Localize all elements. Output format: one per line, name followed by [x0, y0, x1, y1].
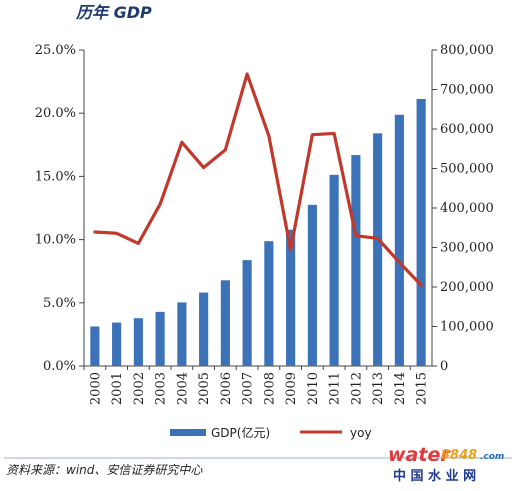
x-tick-label: 2005 [197, 372, 212, 405]
right-tick-label: 700,000 [440, 83, 494, 98]
x-tick-label: 2007 [241, 372, 256, 405]
right-tick-label: 400,000 [440, 201, 494, 216]
gdp-bar-2012 [351, 155, 360, 366]
gdp-bar-2011 [330, 175, 339, 366]
x-tick-label: 2003 [154, 372, 169, 405]
x-tick-label: 2014 [393, 372, 408, 405]
logo-number: 8848 [441, 448, 477, 463]
source-note: 资料来源：wind、安信证券研究中心 [6, 463, 203, 477]
left-tick-label: 0.0% [43, 359, 76, 374]
left-tick-label: 20.0% [35, 106, 76, 121]
right-tick-label: 100,000 [440, 320, 494, 335]
right-tick-label: 800,000 [440, 43, 494, 58]
yoy-line-group [95, 74, 421, 285]
gdp-bar-2003 [156, 312, 165, 366]
x-tick-label: 2011 [328, 372, 343, 405]
x-tick-label: 2008 [262, 372, 277, 405]
logo-suffix: .com [480, 452, 504, 462]
left-tick-label: 5.0% [43, 296, 76, 311]
x-axis-labels: 2000 2001 2002 2003 2004 2005 2006 2007 2008 2009… [84, 366, 430, 405]
gdp-bar-2013 [373, 133, 382, 366]
gdp-bar-2001 [112, 323, 121, 366]
chart-title: 历年 GDP [75, 3, 152, 22]
gdp-bar-2008 [264, 241, 273, 366]
x-tick-label: 2001 [110, 372, 125, 405]
gdp-bar-2004 [177, 302, 186, 366]
watermark-logo: water 8848 .com 中 国 水 业 网 [388, 444, 504, 484]
x-tick-label: 2012 [349, 372, 364, 405]
x-tick-label: 2015 [415, 372, 430, 405]
gdp-bar-2000 [90, 327, 99, 367]
legend-label-gdp: GDP(亿元) [211, 425, 270, 440]
gdp-bar-2002 [134, 318, 143, 366]
gdp-bar-2007 [243, 260, 252, 366]
gdp-bar-2005 [199, 293, 208, 366]
x-tick-label: 2013 [371, 372, 386, 405]
right-axis-ticks: 0 100,000 200,000 300,000 400,000 500,000 600,… [432, 43, 494, 374]
gdp-bar-2010 [308, 205, 317, 366]
x-tick-label: 2010 [306, 372, 321, 405]
gdp-bars [90, 99, 425, 366]
yoy-line [95, 74, 421, 285]
x-tick-label: 2004 [175, 372, 190, 405]
gdp-bar-2015 [417, 99, 426, 366]
left-axis-ticks: 0.0% 5.0% 10.0% 15.0% 20.0% 25.0% [35, 43, 84, 374]
gdp-bar-2006 [221, 280, 230, 366]
left-tick-label: 15.0% [35, 169, 76, 184]
right-tick-label: 500,000 [440, 162, 494, 177]
x-tick-label: 2009 [284, 372, 299, 405]
right-tick-label: 0 [440, 359, 448, 374]
legend-swatch-gdp [170, 429, 206, 436]
logo-subtitle: 中 国 水 业 网 [393, 468, 476, 484]
x-tick-label: 2002 [132, 372, 147, 405]
x-tick-label: 2006 [219, 372, 234, 405]
legend: GDP(亿元) yoy [170, 425, 372, 440]
right-tick-label: 600,000 [440, 122, 494, 137]
legend-label-yoy: yoy [350, 426, 372, 440]
x-tick-label: 2000 [88, 372, 103, 405]
left-tick-label: 25.0% [35, 43, 76, 58]
gdp-bar-2014 [395, 115, 404, 366]
right-tick-label: 200,000 [440, 280, 494, 295]
left-tick-label: 10.0% [35, 233, 76, 248]
right-tick-label: 300,000 [440, 241, 494, 256]
